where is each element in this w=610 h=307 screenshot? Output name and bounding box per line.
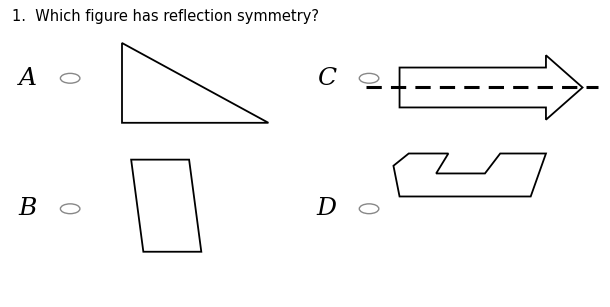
Text: A: A [18, 67, 37, 90]
Text: D: D [317, 197, 336, 220]
Text: B: B [18, 197, 37, 220]
Text: C: C [317, 67, 336, 90]
Text: 1.  Which figure has reflection symmetry?: 1. Which figure has reflection symmetry? [12, 9, 319, 24]
